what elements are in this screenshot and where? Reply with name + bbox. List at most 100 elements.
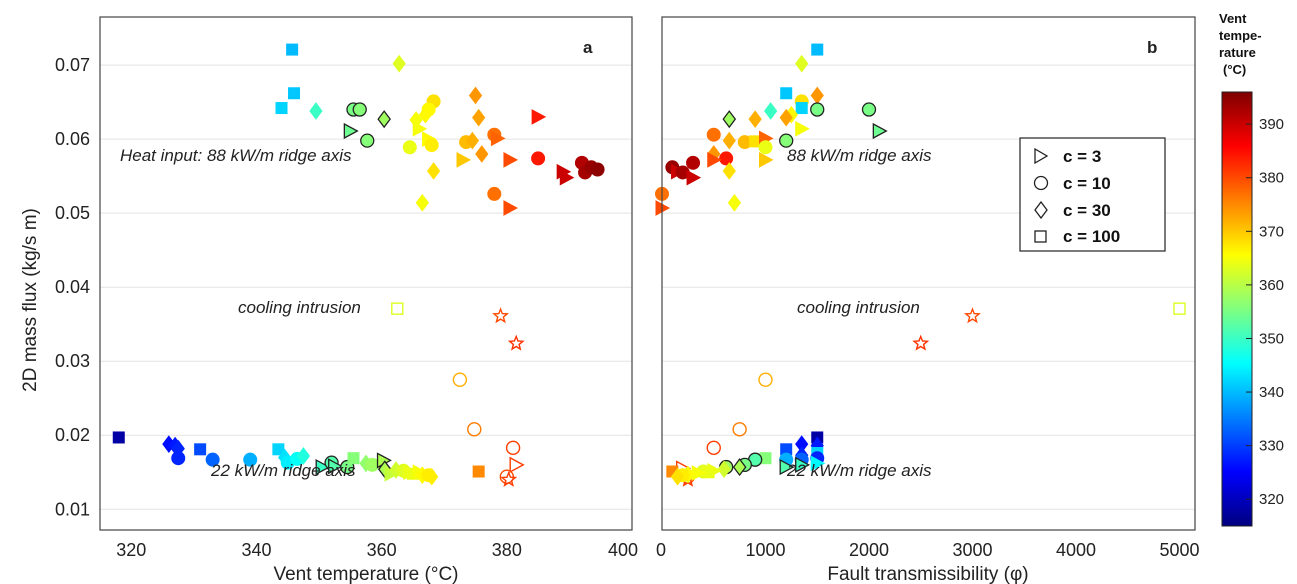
data-point-star	[912, 334, 930, 351]
data-point-circle	[360, 133, 375, 148]
y-tick-label: 0.07	[55, 55, 90, 75]
x-tick-label: 5000	[1159, 540, 1199, 560]
data-point-diamond	[475, 145, 489, 163]
x-tick-label: 4000	[1056, 540, 1096, 560]
data-point-circle	[467, 422, 482, 437]
x-tick-label: 380	[492, 540, 522, 560]
data-point-diamond	[426, 162, 441, 180]
colorbar-title-line3: rature	[1219, 45, 1256, 60]
x-axis-label-b: Fault transmissibility (φ)	[827, 564, 1028, 584]
data-point-diamond	[722, 131, 736, 150]
data-point-diamond	[717, 460, 731, 479]
data-point-diamond	[392, 54, 406, 73]
data-point-circle	[487, 186, 502, 201]
data-point-circle	[861, 102, 877, 117]
data-point-circle	[590, 162, 605, 177]
legend-circle-icon	[1033, 175, 1049, 191]
data-point-square	[391, 302, 404, 315]
legend-label-c3: c = 3	[1063, 147, 1101, 166]
panel-b: b 88 kW/m ridge axis cooling intrusion 2…	[655, 16, 1199, 584]
colorbar-title-line2: tempe-	[1219, 28, 1262, 43]
data-point-circle	[421, 102, 436, 117]
x-axis-label-a: Vent temperature (°C)	[273, 564, 458, 584]
data-point-circle	[779, 133, 794, 148]
panel-a-letter: a	[583, 38, 593, 57]
data-point-triangle	[686, 169, 702, 186]
annotation-heat-input-22-b: 22 kW/m ridge axis	[786, 461, 932, 480]
legend: c = 3 c = 10 c = 30 c = 100	[1019, 137, 1166, 252]
x-tick-label: 3000	[952, 540, 992, 560]
data-point-circle	[706, 440, 721, 456]
legend-label-c30: c = 30	[1063, 201, 1111, 220]
data-point-triangle	[795, 120, 810, 137]
x-tick-label: 1000	[745, 540, 785, 560]
data-point-diamond	[296, 447, 311, 465]
legend-label-c10: c = 10	[1063, 174, 1111, 193]
data-point-star	[500, 470, 518, 487]
data-point-circle	[171, 451, 186, 466]
data-point-triangle	[509, 456, 525, 474]
data-point-diamond	[670, 467, 685, 486]
data-point-triangle	[503, 200, 519, 216]
colorbar-tick-label: 390	[1259, 116, 1284, 133]
data-point-square	[194, 443, 207, 456]
colorbar-tick-label: 380	[1259, 170, 1284, 187]
x-tick-label: 400	[608, 540, 638, 560]
panel-b-frame	[661, 16, 1196, 531]
annotation-heat-input-22: 22 kW/m ridge axis	[210, 461, 356, 480]
data-point-triangle	[758, 152, 774, 168]
legend-square-icon	[1034, 230, 1047, 243]
data-point-square	[112, 431, 125, 444]
y-tick-label: 0.05	[55, 203, 90, 223]
annotation-cooling-intrusion-b: cooling intrusion	[797, 298, 920, 317]
x-tick-label: 340	[241, 540, 271, 560]
data-point-circle	[402, 140, 417, 155]
data-point-diamond	[377, 110, 391, 129]
panel-a: a Heat input: 88 kW/m ridge axis cooling…	[55, 16, 638, 584]
data-point-diamond	[795, 54, 809, 73]
data-point-circle	[452, 372, 468, 387]
data-point-star	[492, 307, 510, 324]
data-point-square	[288, 87, 301, 100]
colorbar-tick-label: 320	[1259, 491, 1284, 508]
data-point-star	[963, 307, 981, 324]
data-point-circle	[686, 155, 701, 170]
colorbar-gradient	[1221, 91, 1253, 527]
data-point-square	[472, 465, 485, 478]
data-point-circle	[352, 102, 367, 117]
data-point-triangle	[490, 130, 506, 147]
data-point-square	[795, 102, 808, 115]
data-point-circle	[531, 151, 546, 166]
data-point-star	[507, 334, 525, 351]
data-point-diamond	[425, 467, 439, 486]
panel-b-letter: b	[1147, 38, 1157, 57]
data-point-diamond	[722, 162, 736, 180]
x-tick-label: 320	[116, 540, 146, 560]
data-point-triangle	[328, 458, 344, 475]
panel-a-frame	[99, 16, 633, 531]
data-point-square	[347, 452, 360, 465]
data-point-diamond	[779, 108, 793, 127]
x-tick-label: 360	[367, 540, 397, 560]
data-point-diamond	[465, 131, 480, 150]
data-point-circle	[505, 440, 521, 456]
colorbar-tick-label: 350	[1259, 330, 1284, 347]
data-point-triangle	[343, 122, 359, 140]
data-point-diamond	[727, 193, 742, 212]
y-axis-label: 2D mass flux (kg/s m)	[20, 208, 41, 392]
colorbar-title-line1: Vent	[1219, 11, 1247, 26]
annotation-heat-input-88-b: 88 kW/m ridge axis	[787, 146, 932, 165]
data-point-diamond	[472, 108, 486, 127]
data-point-triangle	[531, 109, 547, 125]
data-point-triangle	[779, 458, 795, 476]
data-point-square	[780, 87, 793, 100]
data-point-triangle	[795, 456, 811, 473]
annotation-cooling-intrusion: cooling intrusion	[238, 298, 361, 317]
data-point-circle	[758, 140, 773, 155]
legend-label-c100: c = 100	[1063, 227, 1120, 246]
data-point-diamond	[748, 110, 762, 128]
data-point-circle	[365, 457, 380, 472]
colorbar-title-line4: (°C)	[1223, 62, 1246, 77]
data-point-triangle	[707, 152, 722, 168]
data-point-triangle	[872, 122, 888, 140]
